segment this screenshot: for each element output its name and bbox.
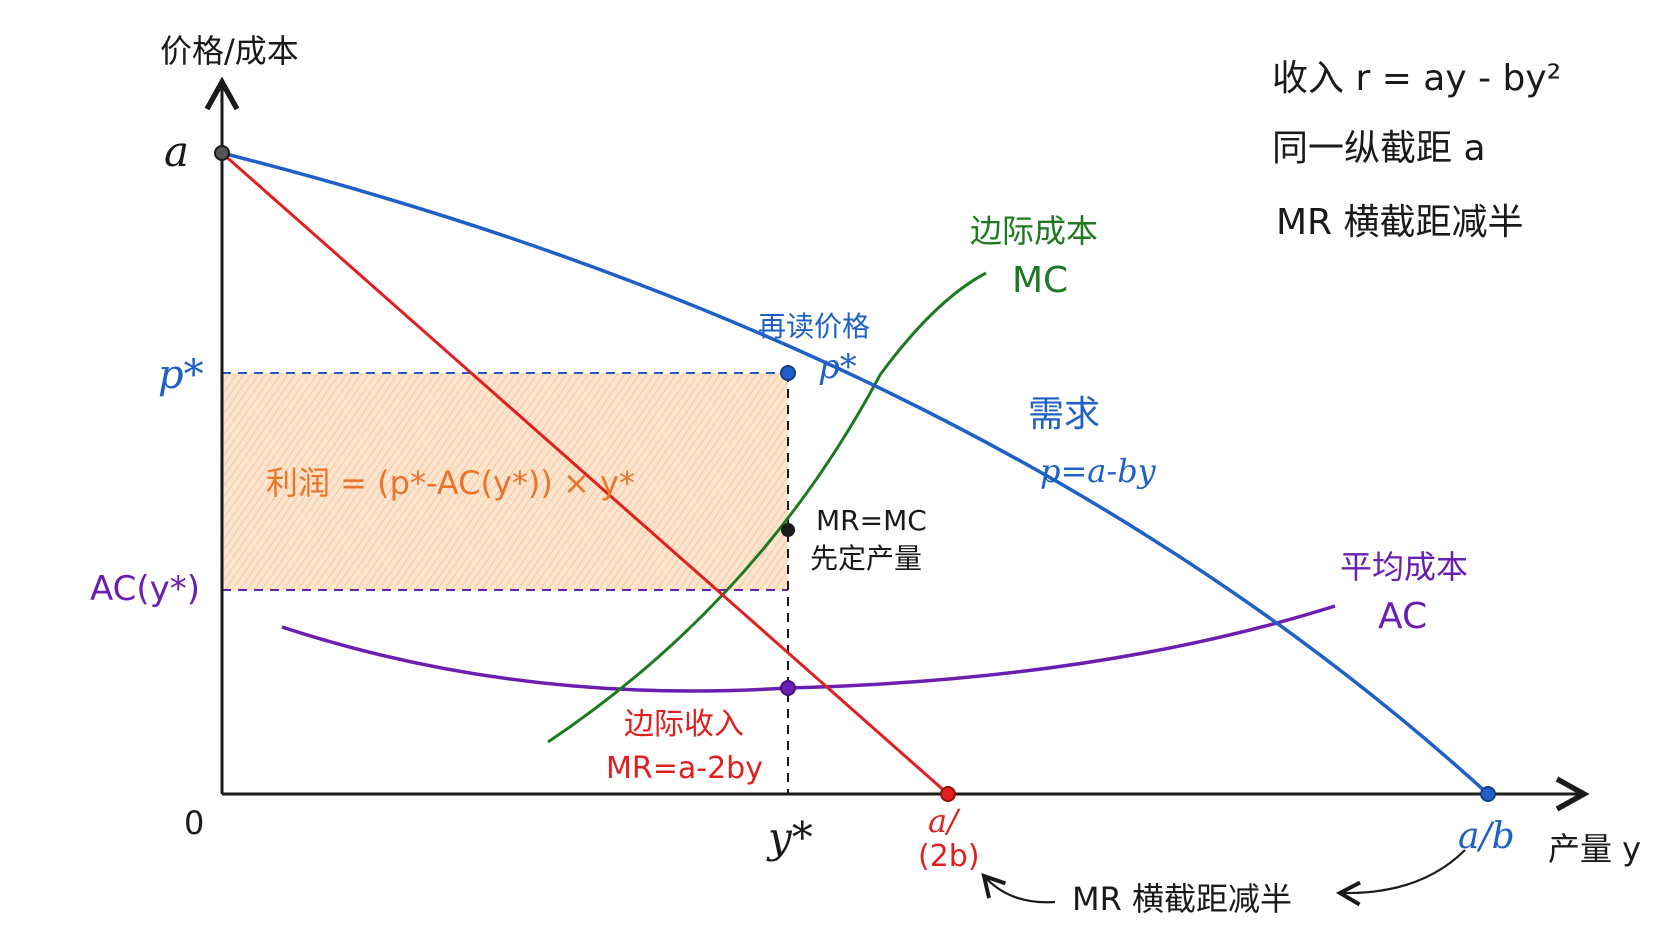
note-revenue: 收入 r = ay - by² <box>1272 58 1561 99</box>
origin-label: 0 <box>184 804 204 842</box>
demand-intercept-point <box>1480 786 1496 802</box>
mr-mc-label: MR=MC <box>816 504 927 537</box>
p-star-point <box>780 365 796 381</box>
halve-arrow-label: MR 横截距减半 <box>1072 880 1292 918</box>
halve-arrow-to-mr <box>981 872 1056 904</box>
mc-curve <box>547 271 987 744</box>
x-axis-label: 产量 y <box>1548 830 1641 868</box>
ac-title: 平均成本 <box>1340 548 1468 586</box>
ac-star-point <box>780 680 796 696</box>
demand-intercept-label: a/b <box>1458 816 1515 857</box>
demand-curve <box>221 151 1490 796</box>
ac-star-axis-label: AC(y*) <box>90 569 200 609</box>
demand-title: 需求 <box>1028 394 1100 435</box>
fix-output-label: 先定产量 <box>810 542 922 575</box>
mr-line <box>221 151 949 796</box>
mr-equation: MR=a-2by <box>606 751 763 786</box>
y-star-axis-label: y* <box>766 813 813 862</box>
note-intercept: 同一纵截距 a <box>1272 128 1486 169</box>
mr-intercept-label-top: a/ <box>928 802 961 840</box>
mc-short: MC <box>1012 260 1068 301</box>
mc-title: 边际成本 <box>970 212 1098 250</box>
ac-short: AC <box>1378 596 1427 637</box>
intercept-a-point <box>214 145 230 161</box>
y-axis-label: 价格/成本 <box>160 32 299 70</box>
intercept-a-label: a <box>164 127 189 176</box>
mr-mc-point <box>781 523 795 537</box>
ac-curve <box>281 604 1336 693</box>
profit-area <box>222 373 788 590</box>
halve-arrow-from-demand <box>1335 849 1466 907</box>
reread-p-star-label: p* <box>818 347 857 387</box>
mr-intercept-label-bottom: (2b) <box>918 839 980 874</box>
demand-equation: p=a-by <box>1040 452 1157 490</box>
profit-formula: 利润 = (p*-AC(y*)) × y* <box>266 464 635 502</box>
mr-title: 边际收入 <box>624 707 744 742</box>
note-halve: MR 横截距减半 <box>1276 202 1524 243</box>
p-star-axis-label: p* <box>158 352 204 398</box>
reread-price-label: 再读价格 <box>758 310 870 343</box>
mr-intercept-point <box>940 786 956 802</box>
